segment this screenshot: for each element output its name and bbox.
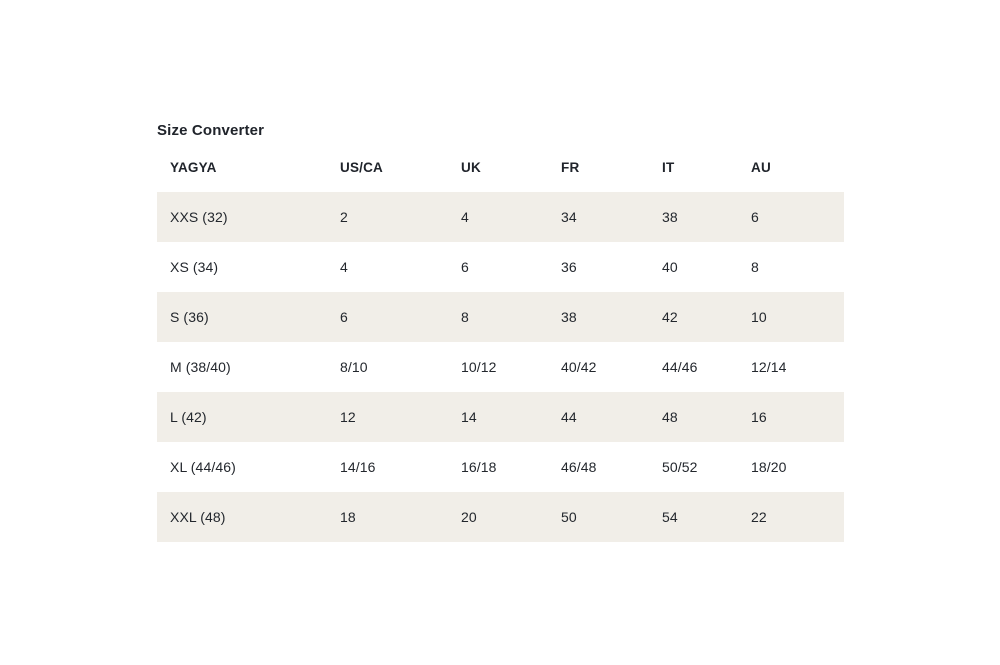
size-label-cell: XL (44/46) bbox=[170, 459, 236, 475]
size-label-cell: S (36) bbox=[170, 309, 209, 325]
size-value-cell: 6 bbox=[461, 259, 469, 275]
size-value-cell: 54 bbox=[662, 509, 678, 525]
size-value-cell: 44 bbox=[561, 409, 577, 425]
size-value-cell: 6 bbox=[751, 209, 759, 225]
column-header-yagya: YAGYA bbox=[170, 159, 217, 175]
size-value-cell: 8/10 bbox=[340, 359, 368, 375]
size-value-cell: 18/20 bbox=[751, 459, 787, 475]
table-header-row: YAGYA US/CA UK FR IT AU bbox=[157, 142, 844, 192]
size-value-cell: 12/14 bbox=[751, 359, 787, 375]
size-value-cell: 18 bbox=[340, 509, 356, 525]
column-header-au: AU bbox=[751, 159, 771, 175]
table-row-l: L (42) 12 14 44 48 16 bbox=[157, 392, 844, 442]
size-label-cell: L (42) bbox=[170, 409, 207, 425]
size-value-cell: 20 bbox=[461, 509, 477, 525]
size-value-cell: 4 bbox=[461, 209, 469, 225]
size-value-cell: 40/42 bbox=[561, 359, 597, 375]
size-value-cell: 44/46 bbox=[662, 359, 698, 375]
size-value-cell: 16/18 bbox=[461, 459, 497, 475]
size-value-cell: 10 bbox=[751, 309, 767, 325]
column-header-it: IT bbox=[662, 159, 675, 175]
size-value-cell: 38 bbox=[662, 209, 678, 225]
size-value-cell: 14/16 bbox=[340, 459, 376, 475]
size-value-cell: 48 bbox=[662, 409, 678, 425]
size-value-cell: 22 bbox=[751, 509, 767, 525]
size-value-cell: 42 bbox=[662, 309, 678, 325]
table-row-xs: XS (34) 4 6 36 40 8 bbox=[157, 242, 844, 292]
size-value-cell: 2 bbox=[340, 209, 348, 225]
column-header-fr: FR bbox=[561, 159, 580, 175]
size-value-cell: 6 bbox=[340, 309, 348, 325]
table-row-xxs: XXS (32) 2 4 34 38 6 bbox=[157, 192, 844, 242]
size-value-cell: 38 bbox=[561, 309, 577, 325]
size-value-cell: 8 bbox=[461, 309, 469, 325]
size-label-cell: XS (34) bbox=[170, 259, 219, 275]
column-header-usca: US/CA bbox=[340, 159, 384, 175]
table-row-xl: XL (44/46) 14/16 16/18 46/48 50/52 18/20 bbox=[157, 442, 844, 492]
size-label-cell: M (38/40) bbox=[170, 359, 231, 375]
size-value-cell: 16 bbox=[751, 409, 767, 425]
table-row-xxl: XXL (48) 18 20 50 54 22 bbox=[157, 492, 844, 542]
size-value-cell: 40 bbox=[662, 259, 678, 275]
size-value-cell: 36 bbox=[561, 259, 577, 275]
size-value-cell: 4 bbox=[340, 259, 348, 275]
size-value-cell: 50 bbox=[561, 509, 577, 525]
size-value-cell: 50/52 bbox=[662, 459, 698, 475]
size-value-cell: 10/12 bbox=[461, 359, 497, 375]
table-row-s: S (36) 6 8 38 42 10 bbox=[157, 292, 844, 342]
size-value-cell: 46/48 bbox=[561, 459, 597, 475]
column-header-uk: UK bbox=[461, 159, 481, 175]
size-converter-title: Size Converter bbox=[157, 122, 265, 139]
size-label-cell: XXL (48) bbox=[170, 509, 226, 525]
size-value-cell: 12 bbox=[340, 409, 356, 425]
size-value-cell: 34 bbox=[561, 209, 577, 225]
size-label-cell: XXS (32) bbox=[170, 209, 228, 225]
size-value-cell: 8 bbox=[751, 259, 759, 275]
size-converter-table: YAGYA US/CA UK FR IT AU XXS (32) 2 4 34 … bbox=[157, 142, 844, 542]
size-value-cell: 14 bbox=[461, 409, 477, 425]
table-row-m: M (38/40) 8/10 10/12 40/42 44/46 12/14 bbox=[157, 342, 844, 392]
size-converter-section: Size Converter YAGYA US/CA UK FR IT AU X… bbox=[157, 120, 844, 542]
